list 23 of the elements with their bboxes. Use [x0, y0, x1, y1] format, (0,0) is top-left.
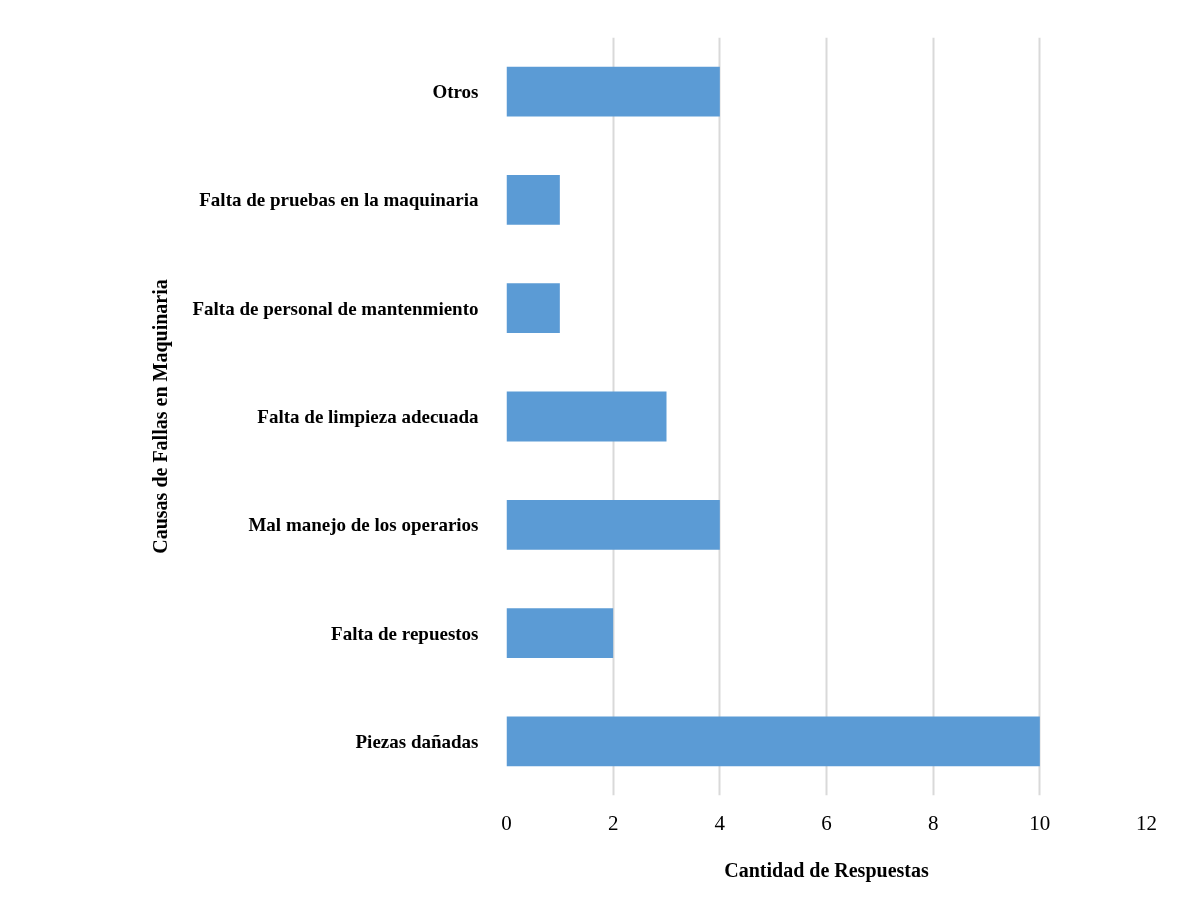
x-tick-label: 12: [1136, 810, 1157, 835]
y-tick-label: Falta de limpieza adecuada: [257, 406, 479, 427]
x-tick-label: 0: [501, 810, 512, 835]
y-axis-title: Causas de Fallas en Maquinaria: [149, 279, 173, 554]
x-axis-title: Cantidad de Respuestas: [724, 858, 929, 882]
y-tick-label: Falta de pruebas en la maquinaria: [199, 189, 479, 211]
bar: [506, 499, 720, 550]
bar: [506, 283, 560, 334]
bar: [506, 608, 614, 658]
y-tick-label: Falta de repuestos: [331, 622, 479, 644]
bar: [506, 175, 560, 225]
x-tick-label: 8: [927, 810, 939, 835]
x-tick-label: 4: [714, 810, 726, 835]
y-tick-label: Piezas dañadas: [355, 730, 479, 752]
y-tick-label: Mal manejo de los operarios: [248, 514, 479, 536]
x-tick-label: 2: [607, 810, 619, 835]
x-tick-label: 10: [1029, 810, 1051, 835]
y-tick-label: Otros: [432, 81, 479, 103]
bar: [506, 66, 720, 117]
x-tick-label: 6: [821, 810, 832, 835]
y-tick-label: Falta de personal de mantenmiento: [192, 297, 479, 319]
bar: [506, 716, 1040, 767]
bar: [506, 391, 667, 442]
